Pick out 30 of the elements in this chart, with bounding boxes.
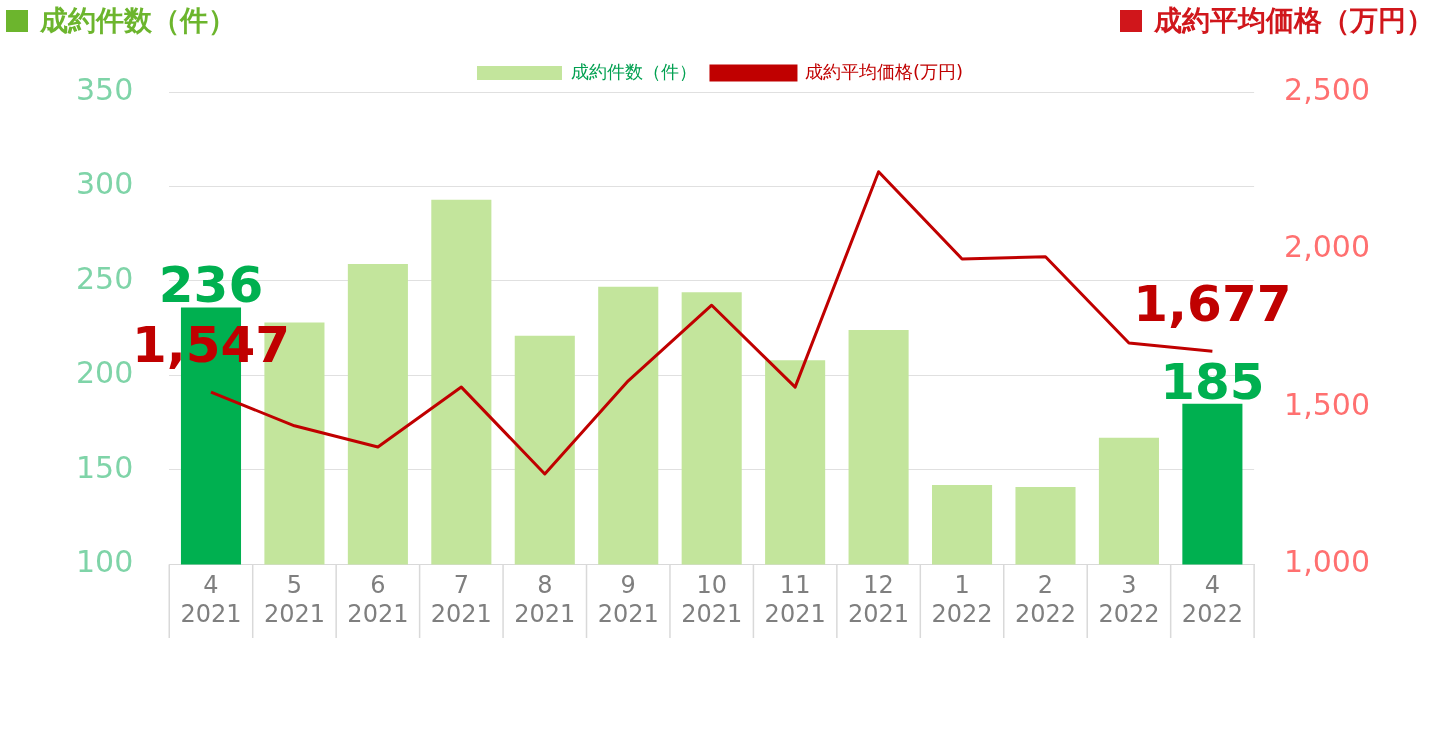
y-tick-label: 200 xyxy=(76,355,134,391)
x-tick-label: 6 2021 xyxy=(347,571,409,628)
y2-tick-label: 2,500 xyxy=(1284,71,1371,107)
y-tick-label: 250 xyxy=(76,260,134,296)
x-tick-label: 12 2021 xyxy=(848,571,910,628)
data-label: 236 xyxy=(158,256,264,315)
x-tick-label: 9 2021 xyxy=(597,571,659,628)
data-label: 1,677 xyxy=(1133,275,1292,334)
y-tick-label: 150 xyxy=(76,449,134,485)
y2-axis-title: 成約平均価格（万円） xyxy=(1154,3,1434,39)
x-tick-label: 1 2022 xyxy=(931,571,993,628)
legend-label: 成約件数（件） xyxy=(570,60,697,82)
y2-tick-label: 2,000 xyxy=(1284,229,1371,265)
y-tick-label: 300 xyxy=(76,166,134,202)
x-tick-label: 7 2021 xyxy=(430,571,492,628)
x-tick-label: 5 2021 xyxy=(263,571,325,628)
y-tick-label: 100 xyxy=(76,544,134,580)
y-tick-label: 350 xyxy=(76,71,134,107)
x-tick-label: 11 2021 xyxy=(764,571,826,628)
x-tick-label: 4 2021 xyxy=(180,571,242,628)
y2-tick-label: 1,000 xyxy=(1284,544,1371,580)
x-tick-label: 3 2022 xyxy=(1098,571,1160,628)
data-label: 185 xyxy=(1160,352,1265,411)
x-tick-label: 10 2021 xyxy=(681,571,743,628)
y2-tick-label: 1,500 xyxy=(1284,386,1371,422)
x-tick-label: 4 2022 xyxy=(1181,571,1243,628)
x-tick-label: 2 2022 xyxy=(1014,571,1077,628)
legend-label: 成約平均価格(万円) xyxy=(804,60,964,82)
y-axis-title: 成約件数（件） xyxy=(40,3,236,39)
x-tick-label: 8 2021 xyxy=(514,571,576,628)
